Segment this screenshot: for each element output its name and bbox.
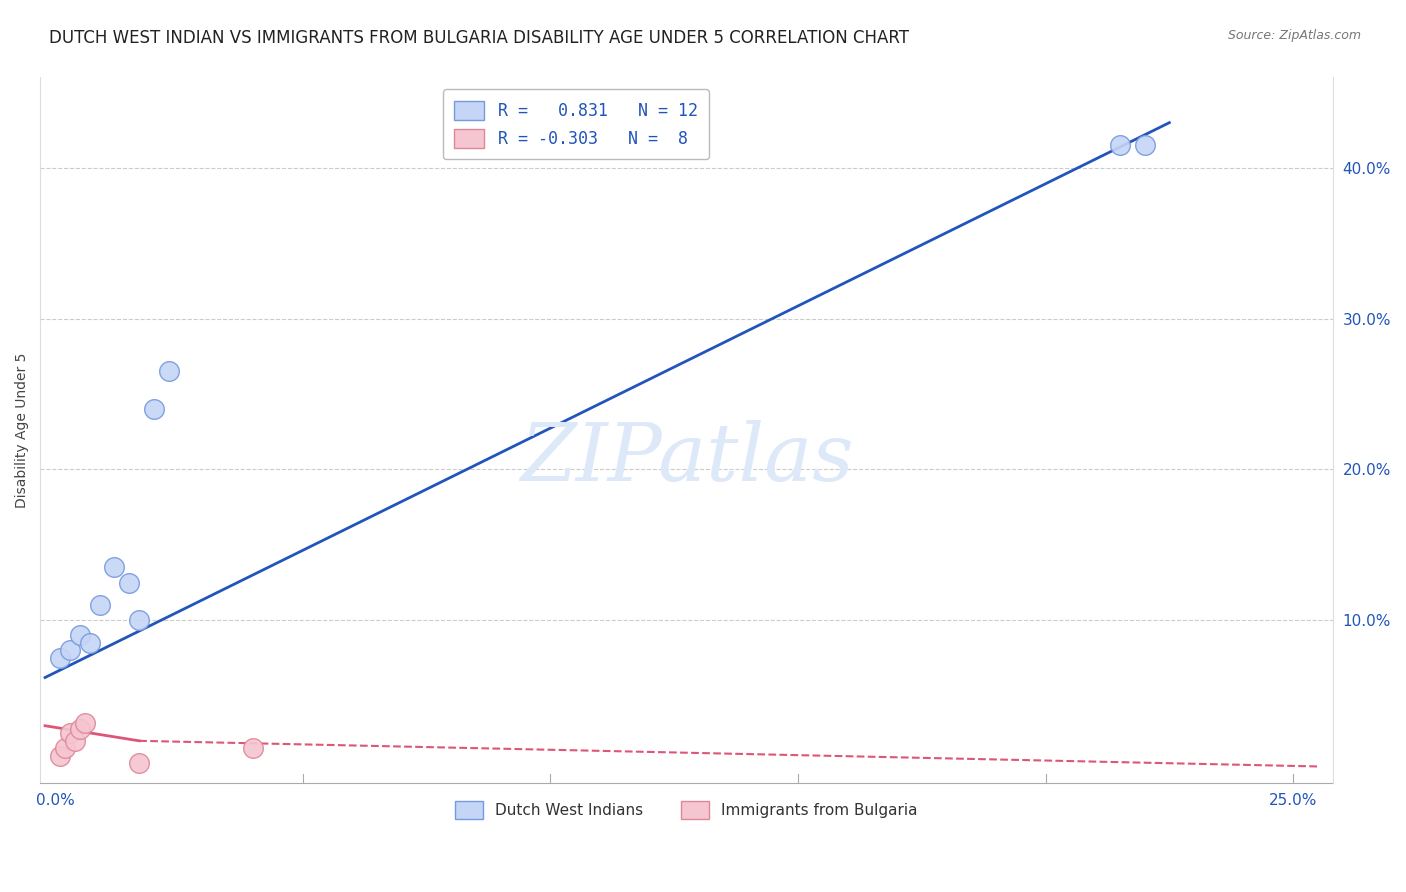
Point: [89, 598, 111, 612]
Text: DUTCH WEST INDIAN VS IMMIGRANTS FROM BULGARIA DISABILITY AGE UNDER 5 CORRELATION: DUTCH WEST INDIAN VS IMMIGRANTS FROM BUL…: [49, 29, 910, 46]
Point: [143, 402, 166, 417]
Point: [69, 722, 91, 736]
Point: [128, 613, 150, 627]
Legend: Dutch West Indians, Immigrants from Bulgaria: Dutch West Indians, Immigrants from Bulg…: [449, 795, 924, 825]
Text: ZIPatlas: ZIPatlas: [520, 420, 853, 497]
Point: [1108, 138, 1130, 153]
Point: [69, 628, 91, 642]
Point: [1133, 138, 1156, 153]
Point: [59, 643, 82, 657]
Point: [59, 726, 82, 740]
Point: [63, 734, 86, 748]
Point: [157, 364, 180, 378]
Y-axis label: Disability Age Under 5: Disability Age Under 5: [15, 352, 30, 508]
Point: [242, 741, 264, 756]
Point: [73, 715, 96, 730]
Text: Source: ZipAtlas.com: Source: ZipAtlas.com: [1227, 29, 1361, 42]
Point: [49, 651, 72, 665]
Point: [53, 741, 76, 756]
Point: [103, 560, 125, 574]
Point: [128, 756, 150, 771]
Point: [118, 575, 141, 590]
Point: [49, 748, 72, 763]
Point: [79, 636, 101, 650]
